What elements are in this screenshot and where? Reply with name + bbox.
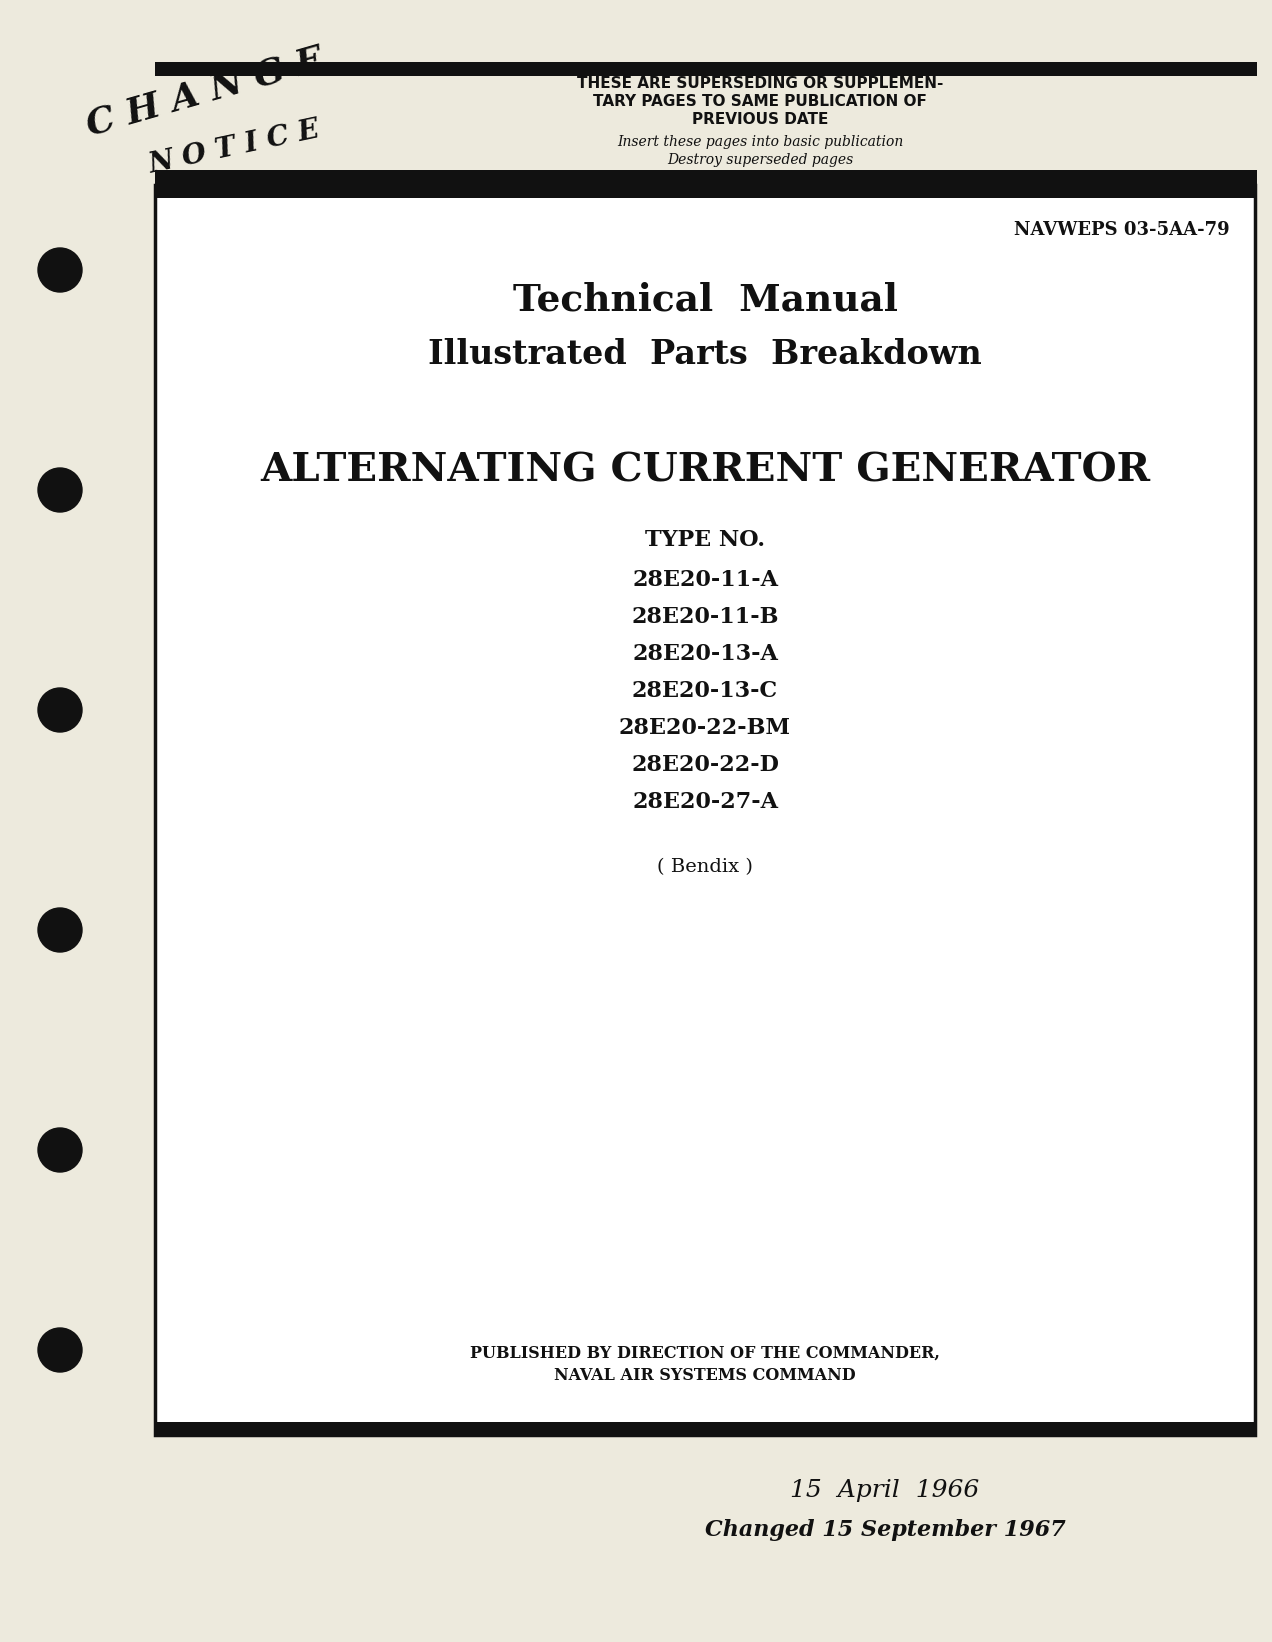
- Text: N O T I C E: N O T I C E: [146, 117, 323, 179]
- Circle shape: [38, 468, 81, 512]
- Text: C H A N G E: C H A N G E: [83, 41, 328, 143]
- Text: NAVAL AIR SYSTEMS COMMAND: NAVAL AIR SYSTEMS COMMAND: [555, 1366, 856, 1384]
- Text: 28E20-27-A: 28E20-27-A: [632, 791, 778, 813]
- Text: TYPE NO.: TYPE NO.: [645, 529, 764, 552]
- Text: THESE ARE SUPERSEDING OR SUPPLEMEN-: THESE ARE SUPERSEDING OR SUPPLEMEN-: [576, 76, 943, 90]
- Text: ALTERNATING CURRENT GENERATOR: ALTERNATING CURRENT GENERATOR: [259, 452, 1150, 489]
- Bar: [155, 171, 1257, 184]
- Text: Destroy superseded pages: Destroy superseded pages: [667, 153, 854, 167]
- Text: ( Bendix ): ( Bendix ): [658, 859, 753, 875]
- Text: Technical  Manual: Technical Manual: [513, 281, 898, 319]
- Text: 28E20-11-A: 28E20-11-A: [632, 570, 778, 591]
- Text: 28E20-22-D: 28E20-22-D: [631, 754, 778, 777]
- Circle shape: [38, 1328, 81, 1373]
- Text: Changed 15 September 1967: Changed 15 September 1967: [705, 1519, 1066, 1540]
- Text: Insert these pages into basic publication: Insert these pages into basic publicatio…: [617, 135, 903, 149]
- Text: 28E20-22-BM: 28E20-22-BM: [619, 718, 791, 739]
- Circle shape: [38, 908, 81, 952]
- Circle shape: [38, 1128, 81, 1172]
- Text: TARY PAGES TO SAME PUBLICATION OF: TARY PAGES TO SAME PUBLICATION OF: [593, 94, 927, 108]
- Text: 28E20-11-B: 28E20-11-B: [631, 606, 778, 627]
- Circle shape: [38, 688, 81, 732]
- Circle shape: [38, 248, 81, 292]
- Bar: [155, 186, 1255, 1435]
- Bar: [155, 1422, 1255, 1435]
- Text: 28E20-13-A: 28E20-13-A: [632, 644, 778, 665]
- Text: PREVIOUS DATE: PREVIOUS DATE: [692, 112, 828, 126]
- Text: Illustrated  Parts  Breakdown: Illustrated Parts Breakdown: [429, 338, 982, 371]
- Text: NAVWEPS 03-5AA-79: NAVWEPS 03-5AA-79: [1014, 222, 1230, 240]
- Text: 15  April  1966: 15 April 1966: [790, 1478, 979, 1501]
- Text: PUBLISHED BY DIRECTION OF THE COMMANDER,: PUBLISHED BY DIRECTION OF THE COMMANDER,: [471, 1345, 940, 1361]
- Bar: [155, 186, 1255, 199]
- Bar: [155, 62, 1257, 76]
- Text: 28E20-13-C: 28E20-13-C: [632, 680, 778, 703]
